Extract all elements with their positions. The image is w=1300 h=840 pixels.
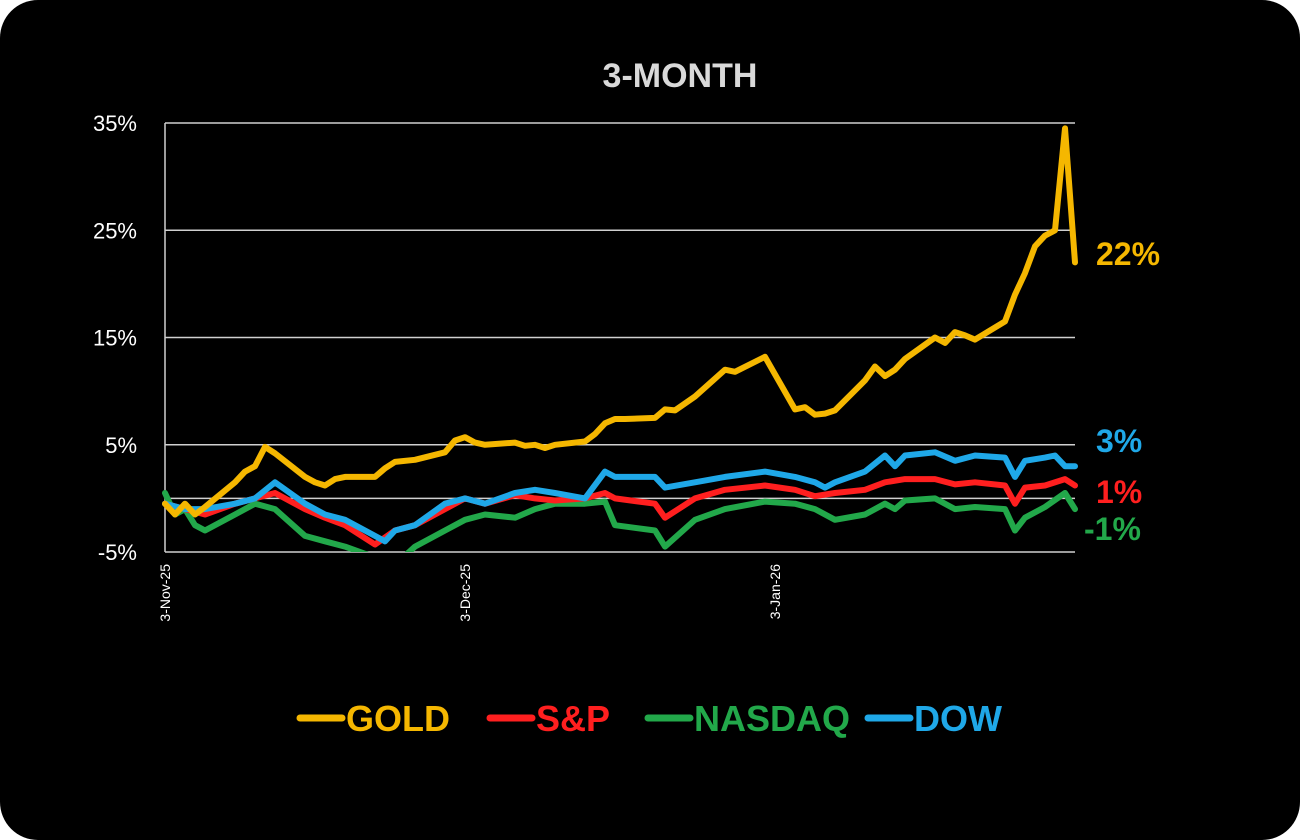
legend-item: GOLD	[296, 698, 450, 739]
legend-label: GOLD	[346, 698, 450, 739]
series-line-gold	[162, 125, 1078, 518]
y-tick-label: 5%	[105, 433, 137, 458]
legend-item: DOW	[864, 698, 1002, 739]
chart-title: 3-MONTH	[603, 57, 758, 95]
end-labels: 22% 1%-1% 3%	[1084, 236, 1160, 547]
y-tick-label: 15%	[93, 326, 137, 351]
legend: GOLD S&P NASDAQ DOW	[296, 698, 1002, 739]
legend-label: DOW	[914, 698, 1002, 739]
end-label: 1%	[1096, 474, 1142, 510]
x-axis: 3-Nov-25 3-Dec-25 3-Jan-26	[157, 564, 783, 622]
end-label: -1%	[1084, 511, 1141, 547]
series-line-sp	[162, 476, 1078, 548]
plot-area	[162, 125, 1078, 552]
y-tick-label: -5%	[98, 540, 137, 565]
y-axis: -5% 5% 15% 25% 35%	[93, 111, 166, 565]
legend-label: NASDAQ	[694, 698, 850, 739]
x-tick-label: 3-Jan-26	[767, 564, 783, 619]
x-tick-label: 3-Nov-25	[157, 564, 173, 622]
series-line-nasdaq	[162, 490, 1078, 552]
series-line-dow	[162, 449, 1078, 545]
legend-item: S&P	[486, 698, 610, 739]
end-label: 22%	[1096, 236, 1160, 272]
y-tick-label: 35%	[93, 111, 137, 136]
x-tick-label: 3-Dec-25	[457, 564, 473, 622]
legend-item: NASDAQ	[644, 698, 850, 739]
y-tick-label: 25%	[93, 218, 137, 243]
end-label: 3%	[1096, 423, 1142, 459]
legend-label: S&P	[536, 698, 610, 739]
